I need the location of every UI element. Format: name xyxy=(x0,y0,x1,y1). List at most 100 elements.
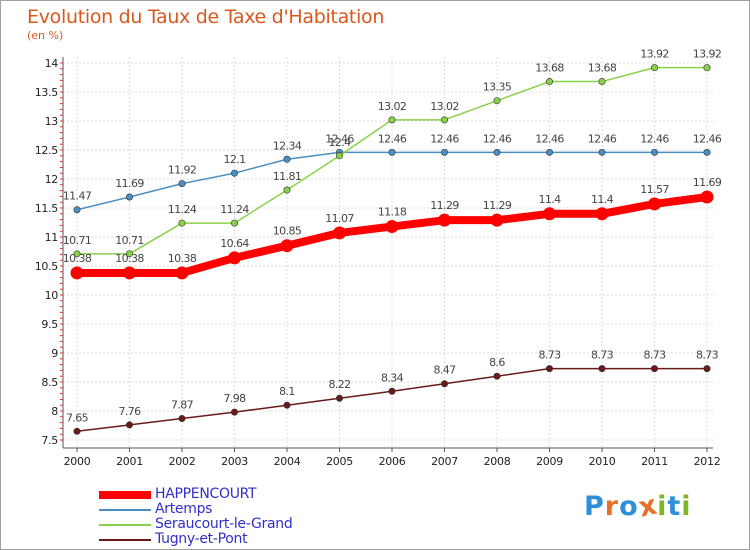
logo-letter: t xyxy=(667,491,682,522)
data-label-seraucourt-le-grand: 13.02 xyxy=(378,100,407,113)
point-happencourt xyxy=(385,220,399,234)
point-seraucourt-le-grand xyxy=(650,64,658,72)
point-happencourt xyxy=(595,207,609,221)
point-happencourt xyxy=(175,266,189,280)
y-tick-label: 8.5 xyxy=(41,376,58,389)
y-tick-label: 10 xyxy=(45,289,59,302)
y-tick-label: 12.5 xyxy=(35,144,59,157)
point-seraucourt-le-grand xyxy=(703,64,711,72)
data-label-seraucourt-le-grand: 13.35 xyxy=(483,81,512,94)
point-artemps xyxy=(703,148,711,156)
x-tick-label: 2001 xyxy=(116,455,143,468)
x-tick-label: 2005 xyxy=(326,455,353,468)
data-label-seraucourt-le-grand: 11.24 xyxy=(220,203,249,216)
point-tugny-et-pont xyxy=(73,427,81,435)
legend-label-tugny-et-pont: Tugny-et-Pont xyxy=(155,531,248,547)
point-artemps xyxy=(126,193,134,201)
data-label-happencourt: 10.64 xyxy=(220,237,249,250)
data-label-artemps: 12.46 xyxy=(588,132,617,145)
data-label-artemps: 12.46 xyxy=(483,132,512,145)
data-label-tugny-et-pont: 7.65 xyxy=(66,411,89,424)
y-tick-label: 7.5 xyxy=(41,434,58,447)
x-tick-label: 2008 xyxy=(484,455,511,468)
x-tick-label: 2011 xyxy=(641,455,668,468)
data-label-artemps: 12.46 xyxy=(693,132,722,145)
x-tick-label: 2000 xyxy=(64,455,91,468)
data-label-artemps: 12.46 xyxy=(535,132,564,145)
y-tick-label: 14 xyxy=(45,57,59,70)
point-happencourt xyxy=(543,207,556,221)
data-label-tugny-et-pont: 8.22 xyxy=(328,378,350,391)
point-happencourt xyxy=(333,226,346,240)
y-tick-label: 12 xyxy=(45,173,58,186)
legend-item-tugny-et-pont: Tugny-et-Pont xyxy=(99,531,399,547)
legend: HAPPENCOURT Artemps Seraucourt-le-Grand Tug… xyxy=(99,486,399,547)
point-tugny-et-pont xyxy=(335,394,343,402)
y-tick-label: 13.5 xyxy=(35,86,59,99)
point-artemps xyxy=(73,206,81,214)
data-label-artemps: 11.69 xyxy=(115,177,144,190)
data-label-happencourt: 11.07 xyxy=(325,212,354,225)
point-tugny-et-pont xyxy=(388,387,396,395)
legend-swatch-artemps xyxy=(99,509,151,511)
y-tick-label: 9.5 xyxy=(41,318,58,331)
data-label-artemps: 12.46 xyxy=(430,132,459,145)
x-tick-label: 2010 xyxy=(589,455,616,468)
point-artemps xyxy=(493,148,501,156)
data-label-seraucourt-le-grand: 13.92 xyxy=(640,48,669,61)
data-labels: 10.38 10.38 10.38 10.64 10.85 11.07 11.18 11.29… xyxy=(63,48,723,425)
x-tick-label: 2006 xyxy=(379,455,406,468)
x-tick-label: 2007 xyxy=(431,455,458,468)
point-artemps xyxy=(283,155,291,163)
point-tugny-et-pont xyxy=(545,365,553,373)
point-happencourt xyxy=(438,213,451,227)
data-label-artemps: 12.46 xyxy=(640,132,669,145)
point-seraucourt-le-grand xyxy=(283,186,291,194)
point-happencourt xyxy=(280,239,294,253)
data-label-tugny-et-pont: 8.6 xyxy=(489,356,505,369)
data-label-happencourt: 11.4 xyxy=(591,193,614,206)
point-artemps xyxy=(178,180,186,188)
line-chart: 7.5 8 8.5 9 9.5 10 10.5 11 11.5 12 12.5 13 13.5 14 200… xyxy=(35,48,723,468)
legend-swatch-seraucourt-le-grand xyxy=(99,524,151,526)
point-seraucourt-le-grand xyxy=(126,250,134,258)
point-tugny-et-pont xyxy=(283,401,291,409)
legend-swatch-happencourt xyxy=(99,491,151,499)
point-tugny-et-pont xyxy=(650,365,658,373)
grid xyxy=(63,57,713,448)
point-tugny-et-pont xyxy=(178,415,186,423)
data-label-seraucourt-le-grand: 13.92 xyxy=(693,48,722,61)
point-artemps xyxy=(650,148,658,156)
legend-item-seraucourt-le-grand: Seraucourt-le-Grand xyxy=(99,516,399,532)
proxiti-logo: Proxiti xyxy=(584,489,692,523)
point-artemps xyxy=(388,148,396,156)
data-label-artemps: 12.46 xyxy=(325,132,354,145)
data-label-seraucourt-le-grand: 13.68 xyxy=(535,62,564,75)
legend-label-happencourt: HAPPENCOURT xyxy=(155,486,257,502)
point-tugny-et-pont xyxy=(440,380,448,388)
data-label-tugny-et-pont: 8.73 xyxy=(643,349,666,362)
y-tick-label: 8 xyxy=(51,405,58,418)
point-tugny-et-pont xyxy=(703,365,711,373)
point-artemps xyxy=(545,148,553,156)
data-label-artemps: 12.46 xyxy=(378,132,407,145)
data-label-happencourt: 11.4 xyxy=(538,193,561,206)
data-label-seraucourt-le-grand: 13.68 xyxy=(588,62,617,75)
point-happencourt xyxy=(648,197,661,211)
data-label-tugny-et-pont: 8.73 xyxy=(591,349,614,362)
logo-letter: P xyxy=(584,491,605,522)
data-label-seraucourt-le-grand: 13.02 xyxy=(430,100,459,113)
data-label-tugny-et-pont: 8.47 xyxy=(433,364,456,377)
data-label-artemps: 11.47 xyxy=(63,190,92,203)
point-artemps xyxy=(440,148,448,156)
point-seraucourt-le-grand xyxy=(178,219,186,227)
data-label-seraucourt-le-grand: 10.71 xyxy=(63,234,92,247)
point-seraucourt-le-grand xyxy=(493,97,501,105)
data-label-happencourt: 10.38 xyxy=(168,252,197,265)
point-seraucourt-le-grand xyxy=(388,116,396,124)
point-artemps xyxy=(598,148,606,156)
point-tugny-et-pont xyxy=(493,372,501,380)
axes: 7.5 8 8.5 9 9.5 10 10.5 11 11.5 12 12.5 13 13.5 14 200… xyxy=(35,57,721,468)
y-tick-label: 11 xyxy=(45,231,58,244)
